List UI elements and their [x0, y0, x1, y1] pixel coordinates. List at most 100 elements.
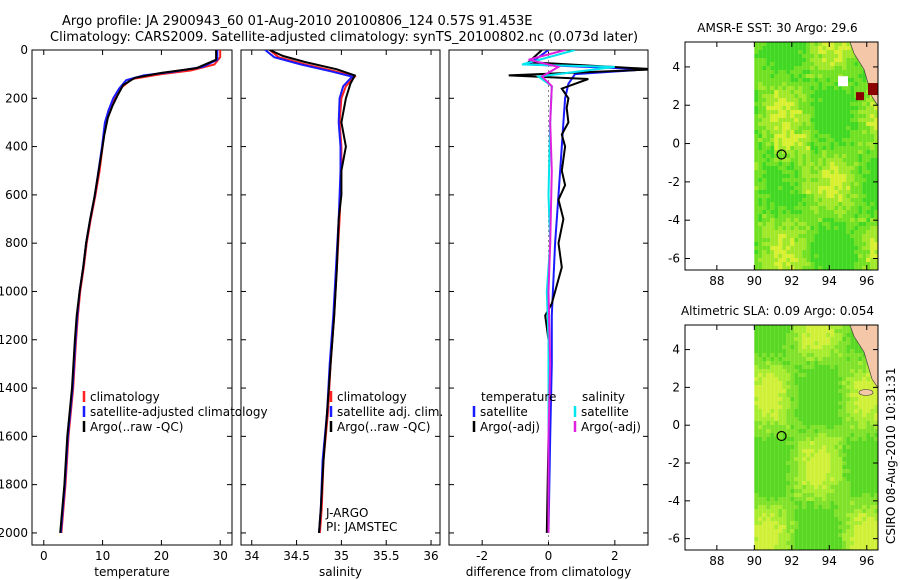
y-tick-label: 400 [5, 140, 28, 154]
map-cell [774, 493, 779, 497]
map-cell [778, 429, 783, 433]
map-cell [842, 58, 847, 62]
map-cell [770, 465, 775, 469]
map-cell [786, 489, 791, 493]
map-cell [850, 417, 855, 421]
map-cell [766, 142, 771, 146]
map-cell [866, 178, 871, 182]
map-cell [794, 178, 799, 182]
map-cell [838, 397, 843, 401]
map-cell [818, 345, 823, 349]
map-cell [798, 222, 803, 226]
map-cell [754, 529, 759, 533]
map-cell [854, 126, 859, 130]
map-cell [774, 365, 779, 369]
map-cell [798, 246, 803, 250]
map-cell [854, 162, 859, 166]
map-cell [854, 393, 859, 397]
map-cell [798, 214, 803, 218]
map-cell [810, 150, 815, 154]
map-cell [846, 242, 851, 246]
map-cell [762, 421, 767, 425]
map-cell [822, 461, 827, 465]
map-cell [830, 78, 835, 82]
map-cell [830, 481, 835, 485]
map-cell [790, 82, 795, 86]
map-cell [790, 393, 795, 397]
map-cell [810, 82, 815, 86]
map-cell [806, 385, 811, 389]
map-cell [778, 102, 783, 106]
map-cell [802, 389, 807, 393]
map-cell [762, 82, 767, 86]
map-cell [854, 457, 859, 461]
map-cell [754, 353, 759, 357]
map-cell [786, 325, 791, 329]
map-cell [810, 337, 815, 341]
map-cell [754, 437, 759, 441]
map-cell [766, 154, 771, 158]
map-cell [802, 433, 807, 437]
map-cell [830, 437, 835, 441]
map-cell [802, 513, 807, 517]
map-cell [822, 146, 827, 150]
map-cell [794, 337, 799, 341]
map-cell [770, 86, 775, 90]
map-cell [862, 469, 867, 473]
map-cell [870, 405, 875, 409]
map-cell [794, 214, 799, 218]
y-tick-label: -6 [668, 532, 680, 546]
map-cell [842, 46, 847, 50]
map-cell [774, 158, 779, 162]
map-cell [818, 393, 823, 397]
map-cell [814, 202, 819, 206]
map-cell [842, 421, 847, 425]
map-cell [794, 182, 799, 186]
map-cell [854, 150, 859, 154]
map-cell [786, 413, 791, 417]
map-cell [754, 401, 759, 405]
map-cell [802, 142, 807, 146]
map-cell [766, 110, 771, 114]
map-cell [770, 517, 775, 521]
map-cell [854, 118, 859, 122]
map-cell [778, 58, 783, 62]
map-cell [766, 413, 771, 417]
map-cell [822, 178, 827, 182]
map-cell [782, 106, 787, 110]
map-cell [766, 377, 771, 381]
map-cell [822, 170, 827, 174]
map-cell [850, 481, 855, 485]
map-cell [770, 126, 775, 130]
map-cell [834, 102, 839, 106]
map-cell [790, 218, 795, 222]
map-cell [798, 505, 803, 509]
map-cell [774, 238, 779, 242]
map-cell [850, 102, 855, 106]
map-cell [850, 190, 855, 194]
map-cell [842, 154, 847, 158]
map-cell [854, 473, 859, 477]
map-cell [842, 86, 847, 90]
map-cell [754, 218, 759, 222]
map-cell [854, 134, 859, 138]
map-cell [822, 78, 827, 82]
x-tick-label: -2 [476, 549, 488, 563]
map-cell [822, 389, 827, 393]
map-cell [834, 194, 839, 198]
map-cell [782, 218, 787, 222]
map-cell [830, 433, 835, 437]
map-cell [846, 222, 851, 226]
map-cell [782, 254, 787, 258]
map-cell [850, 178, 855, 182]
map-cell [814, 110, 819, 114]
map-cell [866, 174, 871, 178]
map-cell [822, 186, 827, 190]
map-cell [830, 210, 835, 214]
map-cell [762, 357, 767, 361]
map-cell [866, 202, 871, 206]
map-cell [822, 126, 827, 130]
map-cell [838, 230, 843, 234]
map-cell [758, 246, 763, 250]
map-cell [790, 409, 795, 413]
